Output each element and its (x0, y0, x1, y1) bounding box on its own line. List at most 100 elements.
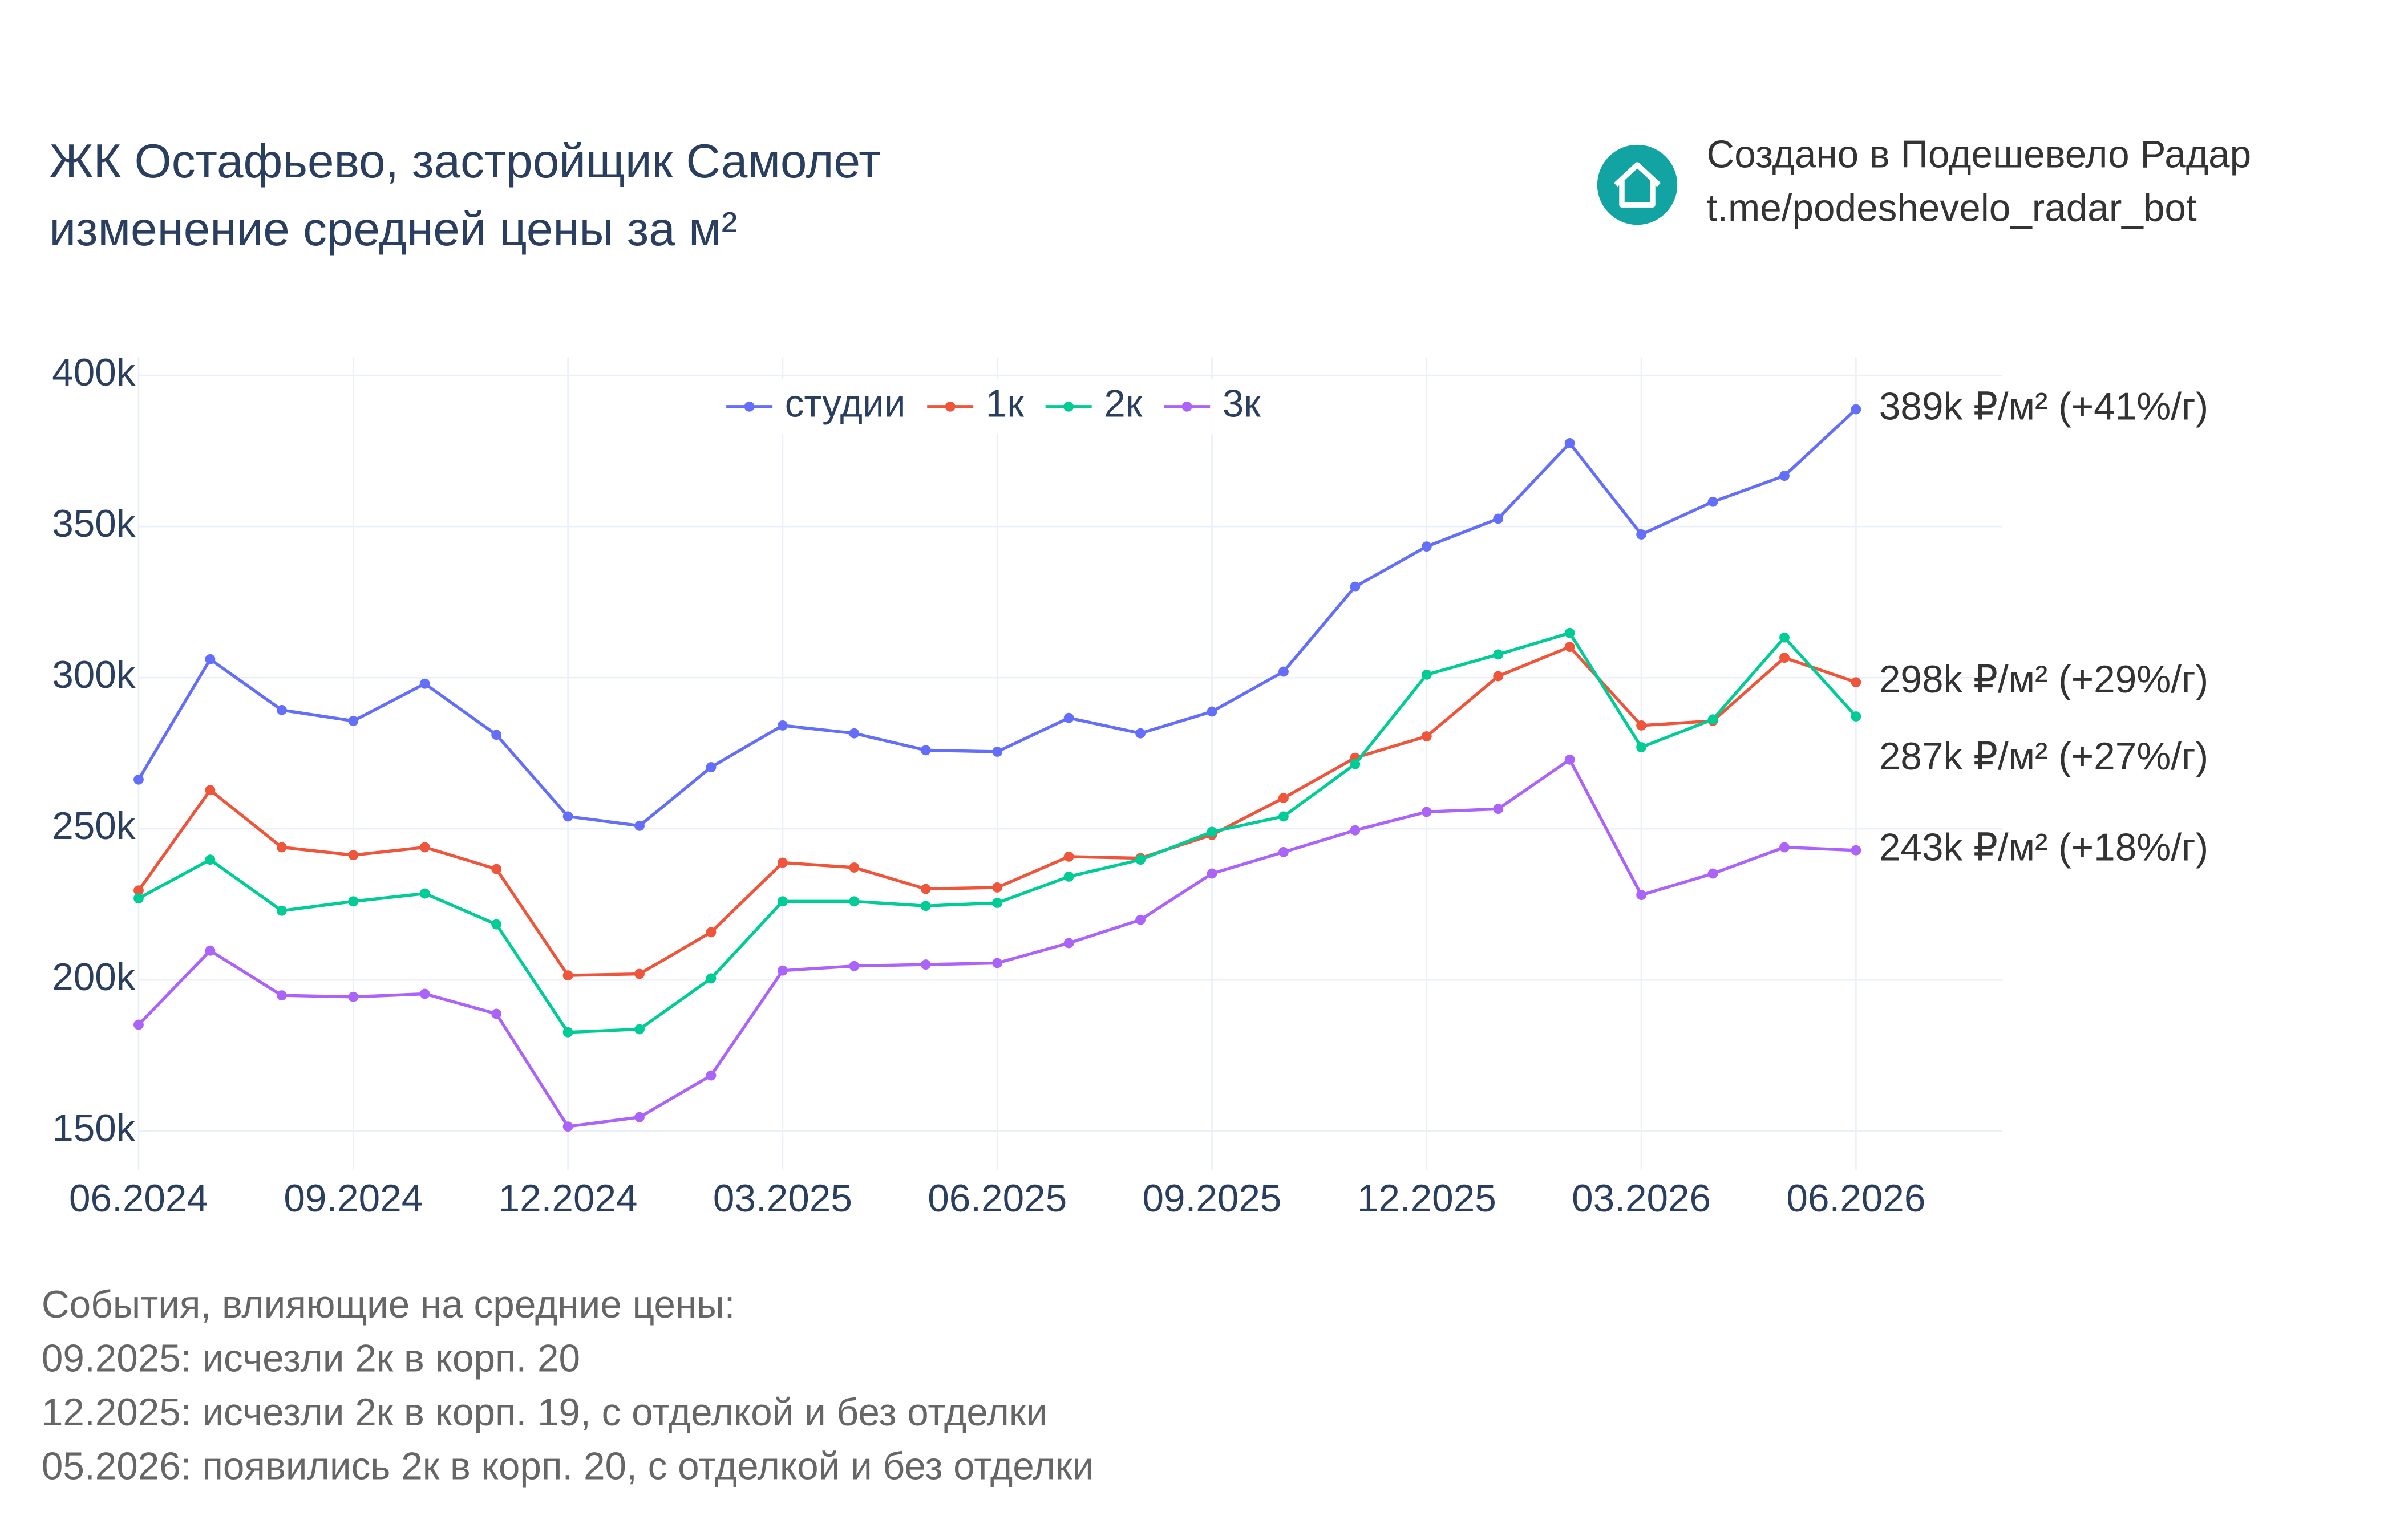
data-point (1564, 627, 1575, 638)
data-point (1135, 914, 1146, 925)
data-point (777, 857, 788, 868)
data-point (133, 1019, 144, 1030)
legend-marker (945, 401, 956, 412)
data-point (634, 1024, 645, 1035)
data-point (1278, 847, 1289, 857)
end-label: 287k ₽/м² (+27%/г) (1879, 735, 2208, 778)
y-tick-label: 300k (52, 654, 136, 696)
data-point (491, 864, 502, 874)
x-tick-label: 09.2025 (1143, 1177, 1282, 1220)
data-point (1851, 677, 1861, 688)
data-point (276, 704, 287, 715)
data-point (419, 888, 430, 899)
x-tick-label: 06.2025 (928, 1177, 1067, 1220)
legend-marker (744, 401, 755, 412)
data-point (634, 968, 645, 979)
data-point (562, 970, 573, 981)
x-tick-label: 12.2024 (499, 1177, 638, 1220)
data-point (1851, 404, 1861, 415)
legend-marker (1181, 401, 1192, 412)
data-point (1707, 496, 1718, 507)
data-point (1063, 938, 1074, 949)
data-point (491, 730, 502, 740)
credit-line: Создано в Подешевело Радар (1707, 133, 2252, 176)
data-point (133, 893, 144, 903)
data-point (419, 842, 430, 853)
data-point (491, 919, 502, 930)
data-point (205, 654, 216, 664)
data-point (992, 958, 1003, 968)
data-point (276, 905, 287, 916)
data-point (205, 945, 216, 956)
data-point (1564, 438, 1575, 448)
data-point (348, 850, 359, 861)
data-point (1207, 706, 1217, 717)
legend-label: студии (785, 383, 906, 425)
data-point (348, 896, 359, 907)
data-point (1636, 529, 1647, 540)
legend-item: 1к (927, 383, 1024, 425)
data-point (849, 862, 860, 873)
data-point (1779, 842, 1790, 853)
x-tick-label: 03.2025 (713, 1177, 852, 1220)
data-point (992, 747, 1003, 757)
x-tick-label: 06.2026 (1786, 1177, 1925, 1220)
data-point (205, 785, 216, 796)
end-label: 298k ₽/м² (+29%/г) (1879, 658, 2208, 701)
data-point (562, 1121, 573, 1132)
y-tick-label: 400k (52, 351, 136, 394)
data-point (777, 896, 788, 907)
data-point (419, 988, 430, 999)
data-point (777, 720, 788, 731)
data-point (1779, 653, 1790, 663)
data-point (348, 991, 359, 1002)
data-point (1063, 871, 1074, 882)
data-point (1851, 845, 1861, 856)
note-item: 05.2026: появились 2к в корп. 20, с отде… (42, 1445, 1094, 1488)
data-point (1493, 649, 1504, 660)
data-point (1493, 513, 1504, 524)
data-point (419, 678, 430, 689)
data-point (634, 1112, 645, 1122)
data-point (920, 745, 931, 756)
data-point (1707, 868, 1718, 879)
data-point (1851, 711, 1861, 722)
data-point (1278, 793, 1289, 803)
data-point (1207, 826, 1217, 837)
x-tick-label: 03.2026 (1572, 1177, 1711, 1220)
legend-label: 3к (1223, 383, 1261, 425)
legend-label: 2к (1104, 383, 1143, 425)
data-point (634, 820, 645, 831)
credit-line: t.me/podeshevelo_radar_bot (1707, 187, 2197, 230)
data-point (133, 885, 144, 896)
data-point (1063, 712, 1074, 723)
legend-label: 1к (986, 383, 1025, 425)
legend-item: студии (726, 383, 905, 425)
y-tick-label: 350k (52, 502, 136, 545)
data-point (1278, 811, 1289, 822)
data-point (706, 1070, 717, 1081)
data-point (706, 762, 717, 772)
x-tick-label: 06.2024 (69, 1177, 208, 1220)
data-point (1278, 666, 1289, 677)
data-point (1350, 581, 1361, 592)
x-tick-label: 09.2024 (284, 1177, 423, 1220)
data-point (348, 716, 359, 726)
y-tick-label: 200k (52, 956, 136, 999)
data-point (1779, 632, 1790, 643)
data-point (1636, 720, 1647, 731)
end-label: 243k ₽/м² (+18%/г) (1879, 826, 2208, 869)
chart-title: ЖК Остафьево, застройщик Самолет (49, 134, 880, 188)
y-tick-label: 150k (52, 1107, 136, 1150)
data-point (1421, 541, 1432, 552)
data-point (920, 901, 931, 911)
data-point (1636, 890, 1647, 901)
end-label: 389k ₽/м² (+41%/г) (1879, 385, 2208, 428)
legend-item: 3к (1164, 383, 1261, 425)
data-point (1564, 642, 1575, 653)
data-point (1493, 671, 1504, 682)
data-point (1421, 669, 1432, 680)
data-point (706, 927, 717, 938)
